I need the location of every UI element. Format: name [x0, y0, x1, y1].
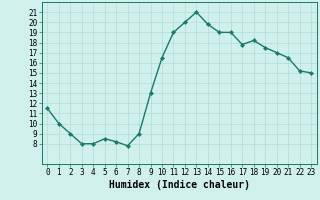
X-axis label: Humidex (Indice chaleur): Humidex (Indice chaleur) [109, 180, 250, 190]
